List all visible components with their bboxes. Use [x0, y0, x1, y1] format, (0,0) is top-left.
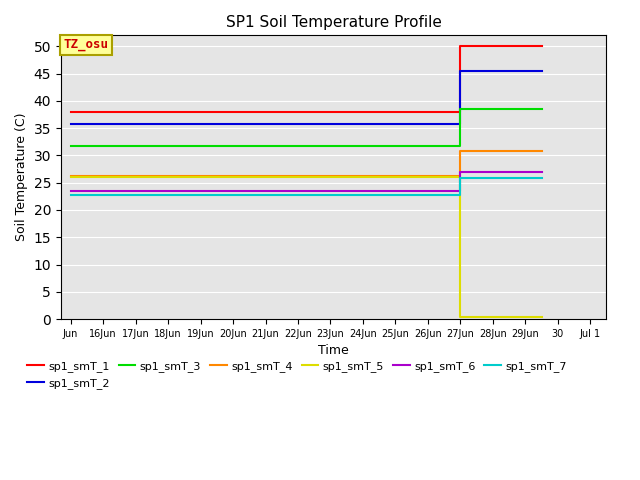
sp1_smT_3 [456, 143, 464, 148]
sp1_smT_3 [538, 106, 545, 112]
sp1_smT_7 [456, 175, 464, 181]
sp1_smT_1 [456, 43, 464, 49]
Line: sp1_smT_6: sp1_smT_6 [70, 172, 541, 192]
sp1_smT_4 [67, 173, 74, 179]
sp1_smT_5 [456, 314, 464, 320]
sp1_smT_7 [67, 192, 74, 198]
Line: sp1_smT_5: sp1_smT_5 [70, 177, 541, 317]
sp1_smT_2 [456, 68, 464, 74]
sp1_smT_2 [456, 121, 464, 127]
Line: sp1_smT_7: sp1_smT_7 [70, 178, 541, 195]
sp1_smT_5 [538, 314, 545, 320]
sp1_smT_4 [538, 148, 545, 154]
sp1_smT_7 [456, 192, 464, 198]
Legend: sp1_smT_1, sp1_smT_2, sp1_smT_3, sp1_smT_4, sp1_smT_5, sp1_smT_6, sp1_smT_7: sp1_smT_1, sp1_smT_2, sp1_smT_3, sp1_smT… [23, 357, 572, 393]
sp1_smT_5 [456, 174, 464, 180]
sp1_smT_3 [456, 106, 464, 112]
sp1_smT_1 [67, 109, 74, 115]
Text: TZ_osu: TZ_osu [63, 38, 109, 51]
Line: sp1_smT_4: sp1_smT_4 [70, 151, 541, 176]
Line: sp1_smT_2: sp1_smT_2 [70, 71, 541, 124]
Line: sp1_smT_3: sp1_smT_3 [70, 109, 541, 145]
sp1_smT_1 [456, 109, 464, 115]
sp1_smT_7 [538, 175, 545, 181]
sp1_smT_6 [538, 169, 545, 175]
X-axis label: Time: Time [318, 344, 349, 357]
sp1_smT_1 [538, 43, 545, 49]
sp1_smT_2 [67, 121, 74, 127]
Line: sp1_smT_1: sp1_smT_1 [70, 46, 541, 112]
sp1_smT_6 [67, 189, 74, 194]
sp1_smT_4 [456, 148, 464, 154]
Title: SP1 Soil Temperature Profile: SP1 Soil Temperature Profile [226, 15, 442, 30]
sp1_smT_5 [67, 174, 74, 180]
sp1_smT_2 [538, 68, 545, 74]
sp1_smT_6 [456, 189, 464, 194]
sp1_smT_4 [456, 173, 464, 179]
Y-axis label: Soil Temperature (C): Soil Temperature (C) [15, 113, 28, 241]
sp1_smT_3 [67, 143, 74, 148]
sp1_smT_6 [456, 169, 464, 175]
